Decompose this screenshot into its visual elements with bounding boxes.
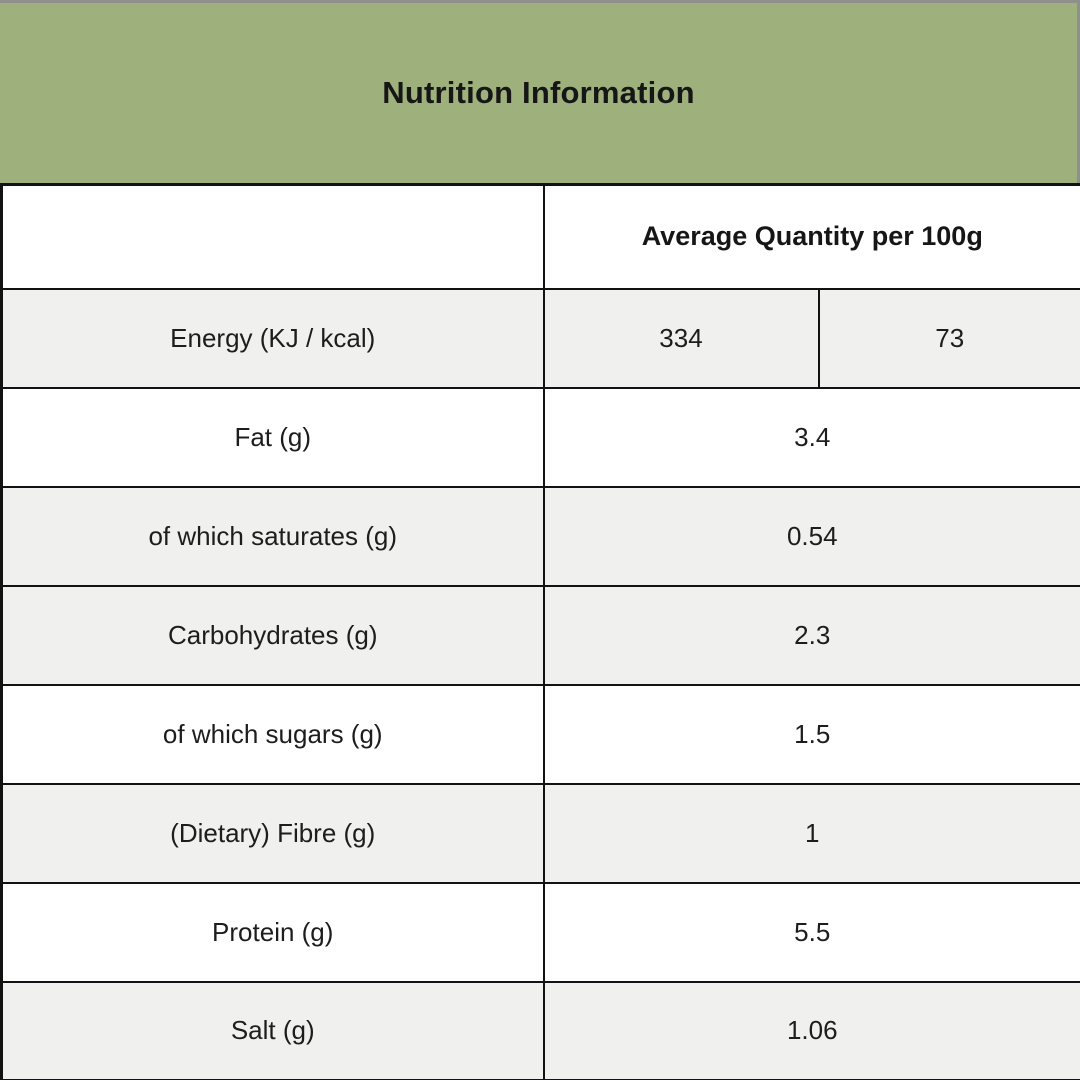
table-row: of which saturates (g) 0.54	[0, 485, 1080, 587]
table-row: Protein (g) 5.5	[0, 881, 1080, 983]
table-row: Salt (g) 1.06	[0, 980, 1080, 1080]
row-label: Salt (g)	[0, 980, 545, 1080]
row-label: Carbohydrates (g)	[0, 584, 545, 686]
row-label: Fat (g)	[0, 386, 545, 488]
table-row: Carbohydrates (g) 2.3	[0, 584, 1080, 686]
row-value: 0.54	[542, 485, 1080, 587]
row-label: Energy (KJ / kcal)	[0, 287, 545, 389]
table-header-row: Average Quantity per 100g	[0, 183, 1080, 290]
row-label: of which sugars (g)	[0, 683, 545, 785]
table-row: of which sugars (g) 1.5	[0, 683, 1080, 785]
value-column-header: Average Quantity per 100g	[542, 183, 1080, 290]
row-value: 1	[542, 782, 1080, 884]
table-body: Energy (KJ / kcal) 334 73 Fat (g) 3.4 of whic…	[0, 287, 1080, 1080]
table-row: Fat (g) 3.4	[0, 386, 1080, 488]
row-value: 73	[817, 287, 1080, 389]
row-label: of which saturates (g)	[0, 485, 545, 587]
header-empty-cell	[0, 183, 545, 290]
row-label: (Dietary) Fibre (g)	[0, 782, 545, 884]
row-value: 1.06	[542, 980, 1080, 1080]
row-value: 334	[542, 287, 820, 389]
row-value: 5.5	[542, 881, 1080, 983]
row-value: 3.4	[542, 386, 1080, 488]
title-banner: Nutrition Information	[0, 0, 1080, 183]
row-value: 2.3	[542, 584, 1080, 686]
table-row: Energy (KJ / kcal) 334 73	[0, 287, 1080, 389]
row-label: Protein (g)	[0, 881, 545, 983]
page-title: Nutrition Information	[382, 75, 695, 110]
table-row: (Dietary) Fibre (g) 1	[0, 782, 1080, 884]
nutrition-table: Average Quantity per 100g Energy (KJ / k…	[0, 183, 1080, 1080]
row-value: 1.5	[542, 683, 1080, 785]
